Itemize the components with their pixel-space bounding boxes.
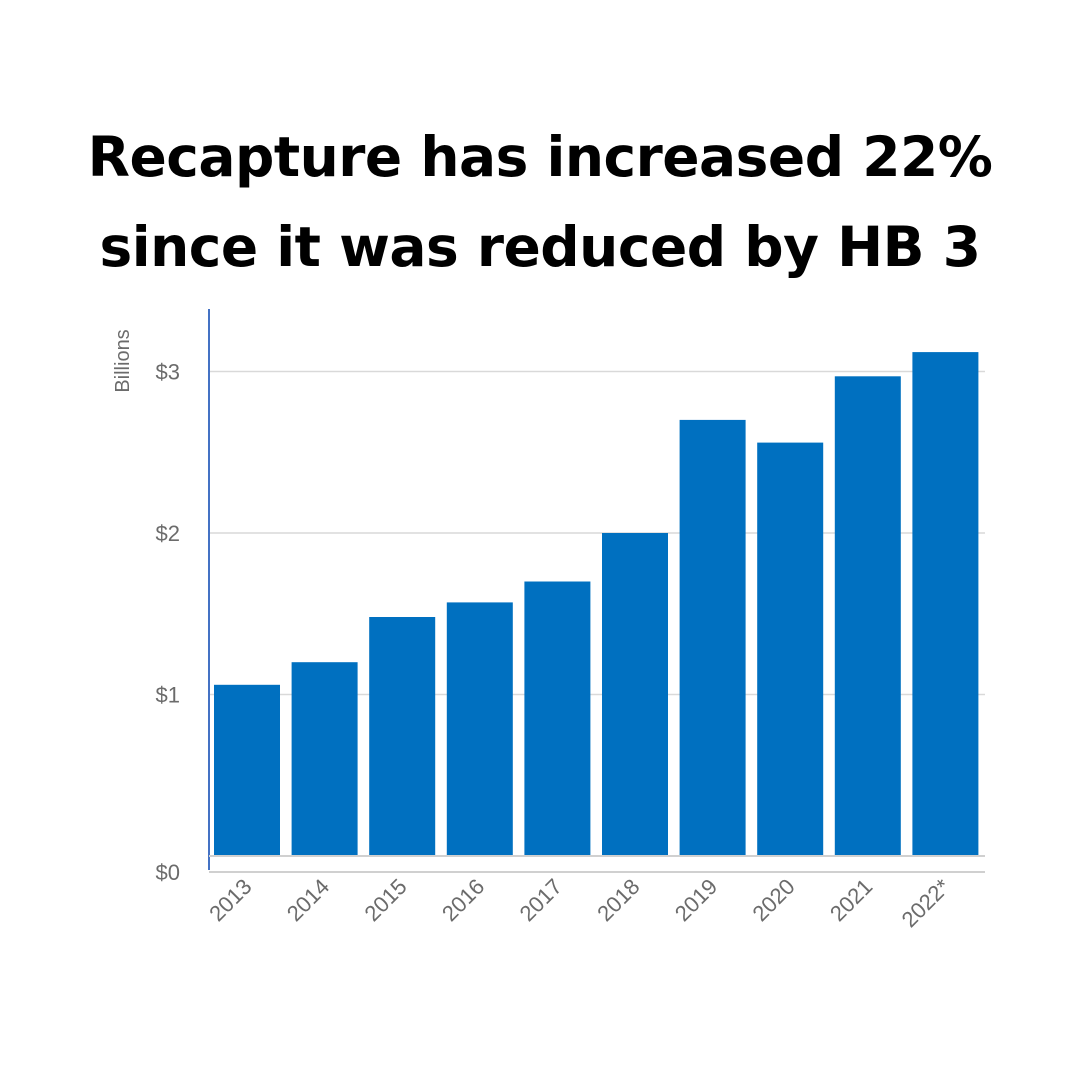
bar-2015 bbox=[369, 617, 436, 856]
bar-2014 bbox=[291, 662, 358, 856]
x-tick-label: 2018 bbox=[592, 874, 644, 926]
bar-2021 bbox=[834, 376, 901, 856]
chart-title-line-2: since it was reduced by HB 3 bbox=[99, 215, 981, 279]
y-tick-label: $3 bbox=[156, 360, 180, 385]
y-tick-label: $1 bbox=[156, 683, 180, 708]
x-tick-label: 2017 bbox=[515, 874, 567, 926]
x-tick-label: 2020 bbox=[747, 874, 799, 926]
bar-2018 bbox=[602, 533, 668, 856]
x-tick-label: 2021 bbox=[825, 874, 877, 926]
y-tick-label: $0 bbox=[156, 860, 180, 885]
axes bbox=[208, 309, 985, 873]
bar-2013 bbox=[214, 684, 280, 856]
chart-title: Recapture has increased 22% since it was… bbox=[0, 112, 1080, 292]
bar-2017 bbox=[524, 581, 591, 856]
y-tick-label: $2 bbox=[156, 521, 180, 546]
chart-title-line-1: Recapture has increased 22% bbox=[87, 125, 993, 189]
bar-2016 bbox=[446, 602, 513, 856]
bar-2022* bbox=[912, 352, 979, 856]
x-tick-label: 2019 bbox=[670, 874, 722, 926]
x-tick-label: 2022* bbox=[897, 874, 956, 933]
x-tick-label: 2014 bbox=[282, 874, 334, 926]
x-tick-label: 2015 bbox=[359, 874, 411, 926]
bar-2019 bbox=[679, 419, 746, 856]
bar-2020 bbox=[757, 442, 824, 856]
x-tick-label: 2013 bbox=[204, 874, 256, 926]
bars bbox=[214, 352, 979, 856]
x-tick-label: 2016 bbox=[437, 874, 489, 926]
y-axis-title: Billions bbox=[112, 329, 134, 392]
